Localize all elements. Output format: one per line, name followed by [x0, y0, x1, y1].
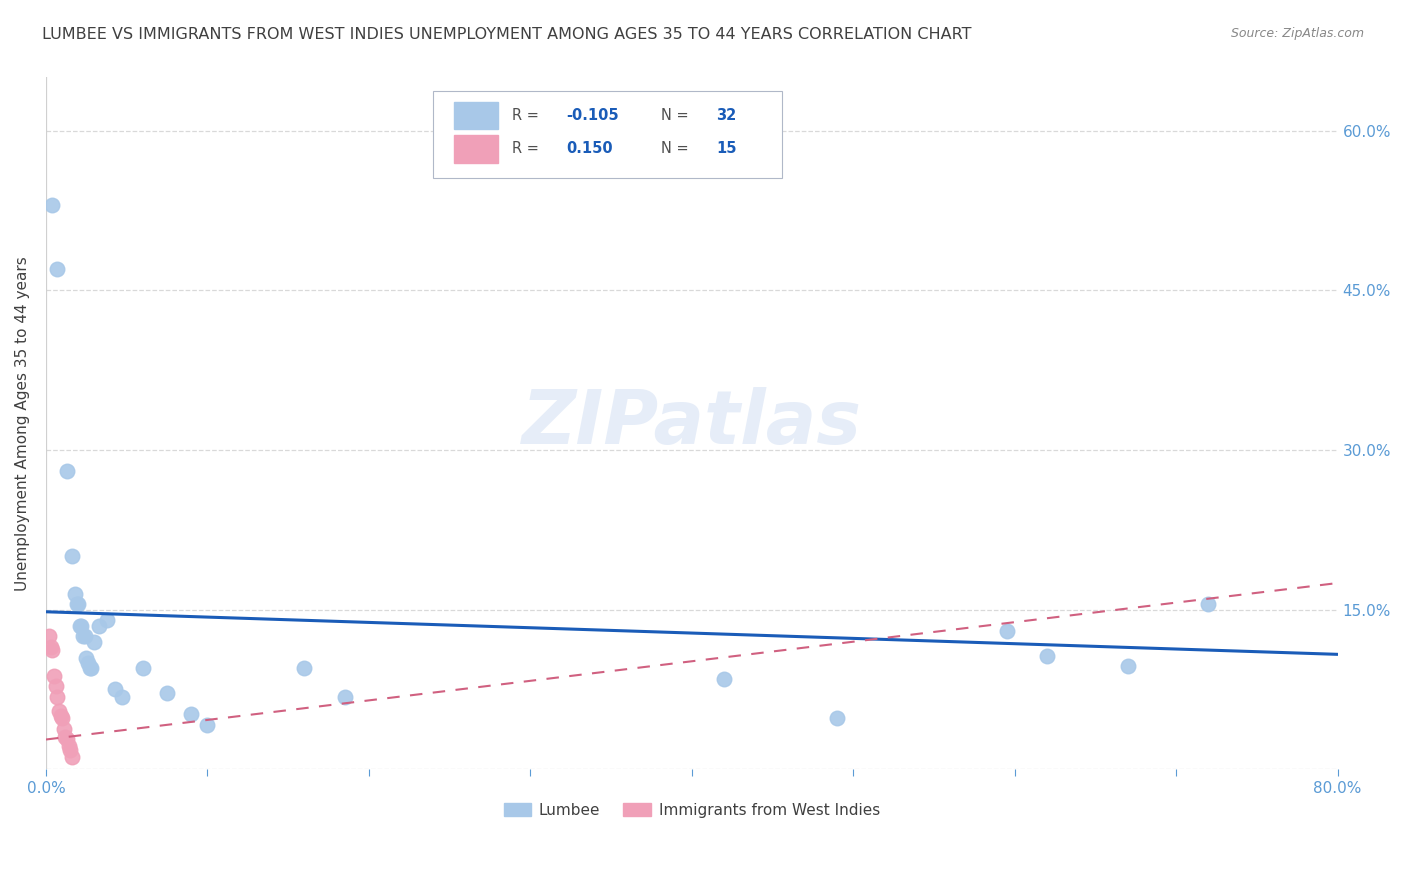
Point [59, 743, 82, 757]
FancyBboxPatch shape [454, 102, 498, 129]
Point [45, 679, 67, 693]
Point [825, 711, 848, 725]
Point [46, 690, 69, 704]
Text: R =: R = [512, 108, 544, 123]
Text: 32: 32 [716, 108, 737, 123]
Legend: Lumbee, Immigrants from West Indies: Lumbee, Immigrants from West Indies [498, 797, 886, 824]
Point [75, 650, 97, 665]
Point [80, 661, 103, 675]
Point [69, 618, 91, 632]
Text: ZIPatlas: ZIPatlas [522, 387, 862, 460]
Point [46, 262, 69, 277]
Point [51, 711, 73, 725]
Text: LUMBEE VS IMMIGRANTS FROM WEST INDIES UNEMPLOYMENT AMONG AGES 35 TO 44 YEARS COR: LUMBEE VS IMMIGRANTS FROM WEST INDIES UN… [42, 27, 972, 42]
Point [156, 686, 179, 700]
Text: N =: N = [661, 141, 693, 156]
Point [292, 661, 315, 675]
Point [104, 682, 127, 697]
Point [39, 640, 62, 654]
Point [77, 656, 100, 670]
Point [70, 618, 93, 632]
Point [79, 661, 101, 675]
Point [41, 198, 63, 212]
Point [1116, 659, 1139, 673]
Point [56, 732, 79, 747]
Point [41, 643, 63, 657]
Point [180, 706, 202, 721]
Point [60, 549, 83, 564]
Point [58, 739, 80, 753]
Text: 15: 15 [716, 141, 737, 156]
Point [197, 717, 219, 731]
Point [1036, 649, 1059, 664]
Point [132, 661, 155, 675]
FancyBboxPatch shape [454, 135, 498, 162]
Point [56, 464, 79, 478]
Point [1198, 597, 1220, 611]
Point [48, 704, 70, 718]
Point [83, 634, 105, 648]
Point [111, 690, 134, 704]
Point [60, 749, 83, 764]
Point [333, 690, 356, 704]
Point [89, 618, 111, 632]
Point [66, 597, 89, 611]
Point [63, 587, 86, 601]
Y-axis label: Unemployment Among Ages 35 to 44 years: Unemployment Among Ages 35 to 44 years [15, 256, 30, 591]
Point [713, 672, 735, 686]
Point [49, 709, 72, 723]
Text: -0.105: -0.105 [567, 108, 619, 123]
Text: Source: ZipAtlas.com: Source: ZipAtlas.com [1230, 27, 1364, 40]
Point [72, 629, 94, 643]
FancyBboxPatch shape [433, 91, 782, 178]
Text: N =: N = [661, 108, 693, 123]
Point [995, 624, 1018, 638]
Point [42, 668, 65, 682]
Point [96, 613, 118, 627]
Point [53, 731, 76, 745]
Point [38, 629, 60, 643]
Point [52, 722, 75, 736]
Text: 0.150: 0.150 [567, 141, 613, 156]
Text: R =: R = [512, 141, 544, 156]
Point [73, 629, 96, 643]
Point [67, 597, 90, 611]
